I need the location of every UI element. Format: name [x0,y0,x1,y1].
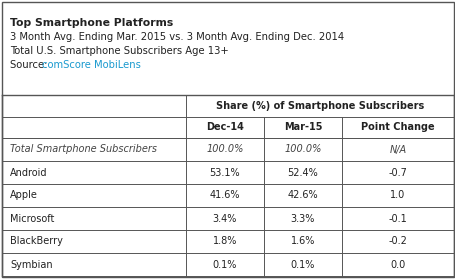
Text: 100.0%: 100.0% [283,145,321,155]
Text: Dec-14: Dec-14 [206,122,243,133]
Text: Microsoft: Microsoft [10,213,54,223]
Text: Share (%) of Smartphone Subscribers: Share (%) of Smartphone Subscribers [215,101,423,111]
Text: 1.8%: 1.8% [212,237,237,247]
Text: -0.1: -0.1 [388,213,406,223]
Text: Point Change: Point Change [360,122,434,133]
Text: 1.0: 1.0 [389,191,405,201]
Text: 0.0: 0.0 [389,259,405,270]
Text: 42.6%: 42.6% [287,191,318,201]
Text: Mar-15: Mar-15 [283,122,322,133]
Text: 1.6%: 1.6% [290,237,314,247]
Text: Source:: Source: [10,60,51,70]
Text: -0.2: -0.2 [388,237,407,247]
Text: 3.4%: 3.4% [212,213,237,223]
Text: 52.4%: 52.4% [287,167,318,177]
Text: Android: Android [10,167,47,177]
Text: Total Smartphone Subscribers: Total Smartphone Subscribers [10,145,157,155]
Text: Top Smartphone Platforms: Top Smartphone Platforms [10,18,173,28]
Text: Symbian: Symbian [10,259,52,270]
Text: 0.1%: 0.1% [212,259,237,270]
Text: comScore MobiLens: comScore MobiLens [42,60,141,70]
Text: Apple: Apple [10,191,38,201]
Text: N/A: N/A [389,145,406,155]
Text: Total U.S. Smartphone Subscribers Age 13+: Total U.S. Smartphone Subscribers Age 13… [10,46,228,56]
Text: 100.0%: 100.0% [206,145,243,155]
Text: 53.1%: 53.1% [209,167,240,177]
Text: -0.7: -0.7 [388,167,407,177]
Text: 3 Month Avg. Ending Mar. 2015 vs. 3 Month Avg. Ending Dec. 2014: 3 Month Avg. Ending Mar. 2015 vs. 3 Mont… [10,32,344,42]
Text: 41.6%: 41.6% [209,191,240,201]
Text: 0.1%: 0.1% [290,259,314,270]
Text: BlackBerry: BlackBerry [10,237,63,247]
Text: 3.3%: 3.3% [290,213,314,223]
